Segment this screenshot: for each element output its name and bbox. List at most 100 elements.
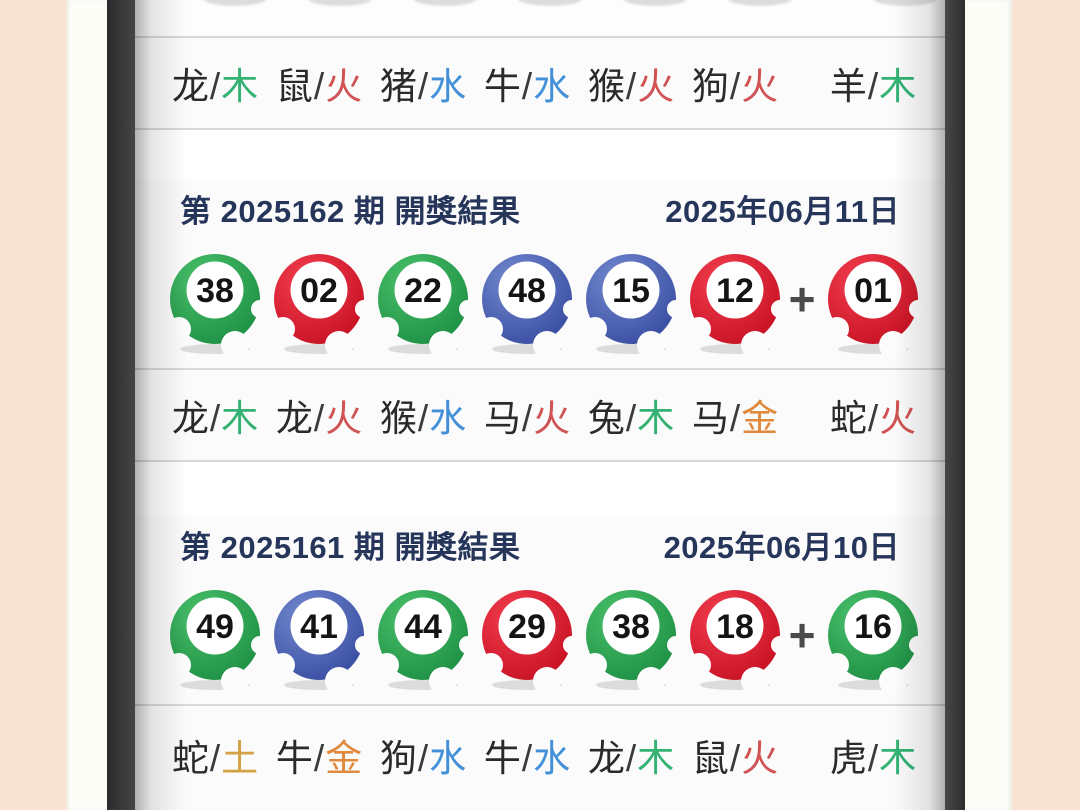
draw-period-label: 第 2025162 期 開獎結果 [180,193,521,229]
zodiac-slash: / [313,66,325,107]
lottery-ball-red: 18 [687,590,785,691]
draw-period-label: 第 2025161 期 開獎結果 [180,529,521,565]
lottery-ball-green: 44 [375,590,473,691]
phone-frame-right [965,0,1012,810]
zodiac-animal: 蛇 [171,738,209,779]
ball-number: 41 [300,608,338,646]
section-gap [135,130,945,180]
partial-ball-remnant [623,0,687,6]
lottery-ball-red: 02 [271,254,369,355]
zodiac-element: 火 [741,66,779,107]
partial-ball-remnant [728,0,792,6]
lottery-ball-green: 22 [375,254,473,355]
lottery-ball-green: 38 [583,590,681,691]
ball-cell: 48 [475,249,579,355]
zodiac-slash: / [867,398,879,439]
ball-number: 12 [716,272,754,310]
lottery-ball-blue: 15 [583,254,681,355]
ball-number: 16 [854,608,892,646]
bonus-ball-cell: 16 [821,585,925,691]
zodiac-slash: / [729,738,741,779]
ball-cell: 38 [579,585,683,691]
zodiac-cell: 龙/火 [267,388,371,442]
ball-number: 15 [612,272,650,310]
zodiac-slash: / [417,66,429,107]
zodiac-elements-row: 蛇/土 牛/金 狗/水 牛/水 龙/木 鼠/火 虎/木 [135,706,945,810]
ball-cell: 18 [683,585,787,691]
phone-frame-left [67,0,107,810]
partial-ball-remnant [518,0,582,6]
zodiac-cell: 猴/火 [579,56,683,110]
zodiac-cell: 虎/木 [821,728,925,782]
ball-cell: 22 [371,249,475,355]
zodiac-slash: / [209,66,221,107]
zodiac-cell: 牛/金 [267,728,371,782]
zodiac-animal: 狗 [379,738,417,779]
zodiac-slash: / [313,398,325,439]
ball-cell: 12 [683,249,787,355]
zodiac-animal: 牛 [483,66,521,107]
section-gap [135,462,945,516]
zodiac-slash: / [625,66,637,107]
lottery-ball-red: 01 [825,254,923,355]
zodiac-slash: / [417,738,429,779]
zodiac-cell: 兔/木 [579,388,683,442]
zodiac-animal: 羊 [829,66,867,107]
zodiac-slash: / [521,66,533,107]
zodiac-animal: 蛇 [829,398,867,439]
zodiac-elements-row: 龙/木 龙/火 猴/水 马/火 兔/木 马/金 蛇/火 [135,370,945,460]
zodiac-slash: / [867,66,879,107]
ball-number: 38 [612,608,650,646]
zodiac-element: 水 [429,398,467,439]
zodiac-animal: 虎 [829,738,867,779]
zodiac-slash: / [521,738,533,779]
divider-line [135,368,945,370]
zodiac-cell: 蛇/土 [163,728,267,782]
zodiac-cell: 龙/木 [579,728,683,782]
zodiac-slash: / [209,738,221,779]
background-right [1012,0,1080,810]
ball-cell: 29 [475,585,579,691]
zodiac-animal: 牛 [275,738,313,779]
zodiac-animal: 龙 [275,398,313,439]
zodiac-element: 木 [637,738,675,779]
ball-number: 02 [300,272,338,310]
zodiac-element: 木 [221,398,259,439]
zodiac-slash: / [209,398,221,439]
ball-number: 44 [404,608,442,646]
zodiac-element: 水 [429,66,467,107]
zodiac-element: 火 [325,66,363,107]
bonus-ball-cell: 01 [821,249,925,355]
zodiac-animal: 猴 [379,398,417,439]
zodiac-element: 木 [879,66,917,107]
ball-number: 48 [508,272,546,310]
zodiac-slash: / [729,66,741,107]
plus-sign: + [788,609,816,661]
zodiac-slash: / [867,738,879,779]
lottery-ball-green: 16 [825,590,923,691]
zodiac-cell: 鼠/火 [267,56,371,110]
zodiac-element: 土 [221,738,259,779]
ball-number: 29 [508,608,546,646]
zodiac-cell: 狗/火 [683,56,787,110]
zodiac-element: 木 [879,738,917,779]
zodiac-animal: 龙 [171,66,209,107]
zodiac-animal: 龙 [171,398,209,439]
lottery-ball-blue: 41 [271,590,369,691]
zodiac-slash: / [625,398,637,439]
ball-cell: 02 [267,249,371,355]
divider-line [135,460,945,462]
zodiac-element: 水 [429,738,467,779]
zodiac-cell: 牛/水 [475,728,579,782]
zodiac-slash: / [313,738,325,779]
lottery-ball-red: 12 [687,254,785,355]
ball-cell: 44 [371,585,475,691]
ball-row: 49 41 44 29 38 [135,572,945,704]
ball-cell: 15 [579,249,683,355]
phone-bezel-left [107,0,135,810]
ball-number: 22 [404,272,442,310]
zodiac-cell: 猴/水 [371,388,475,442]
zodiac-element: 木 [221,66,259,107]
ball-cell: 49 [163,585,267,691]
